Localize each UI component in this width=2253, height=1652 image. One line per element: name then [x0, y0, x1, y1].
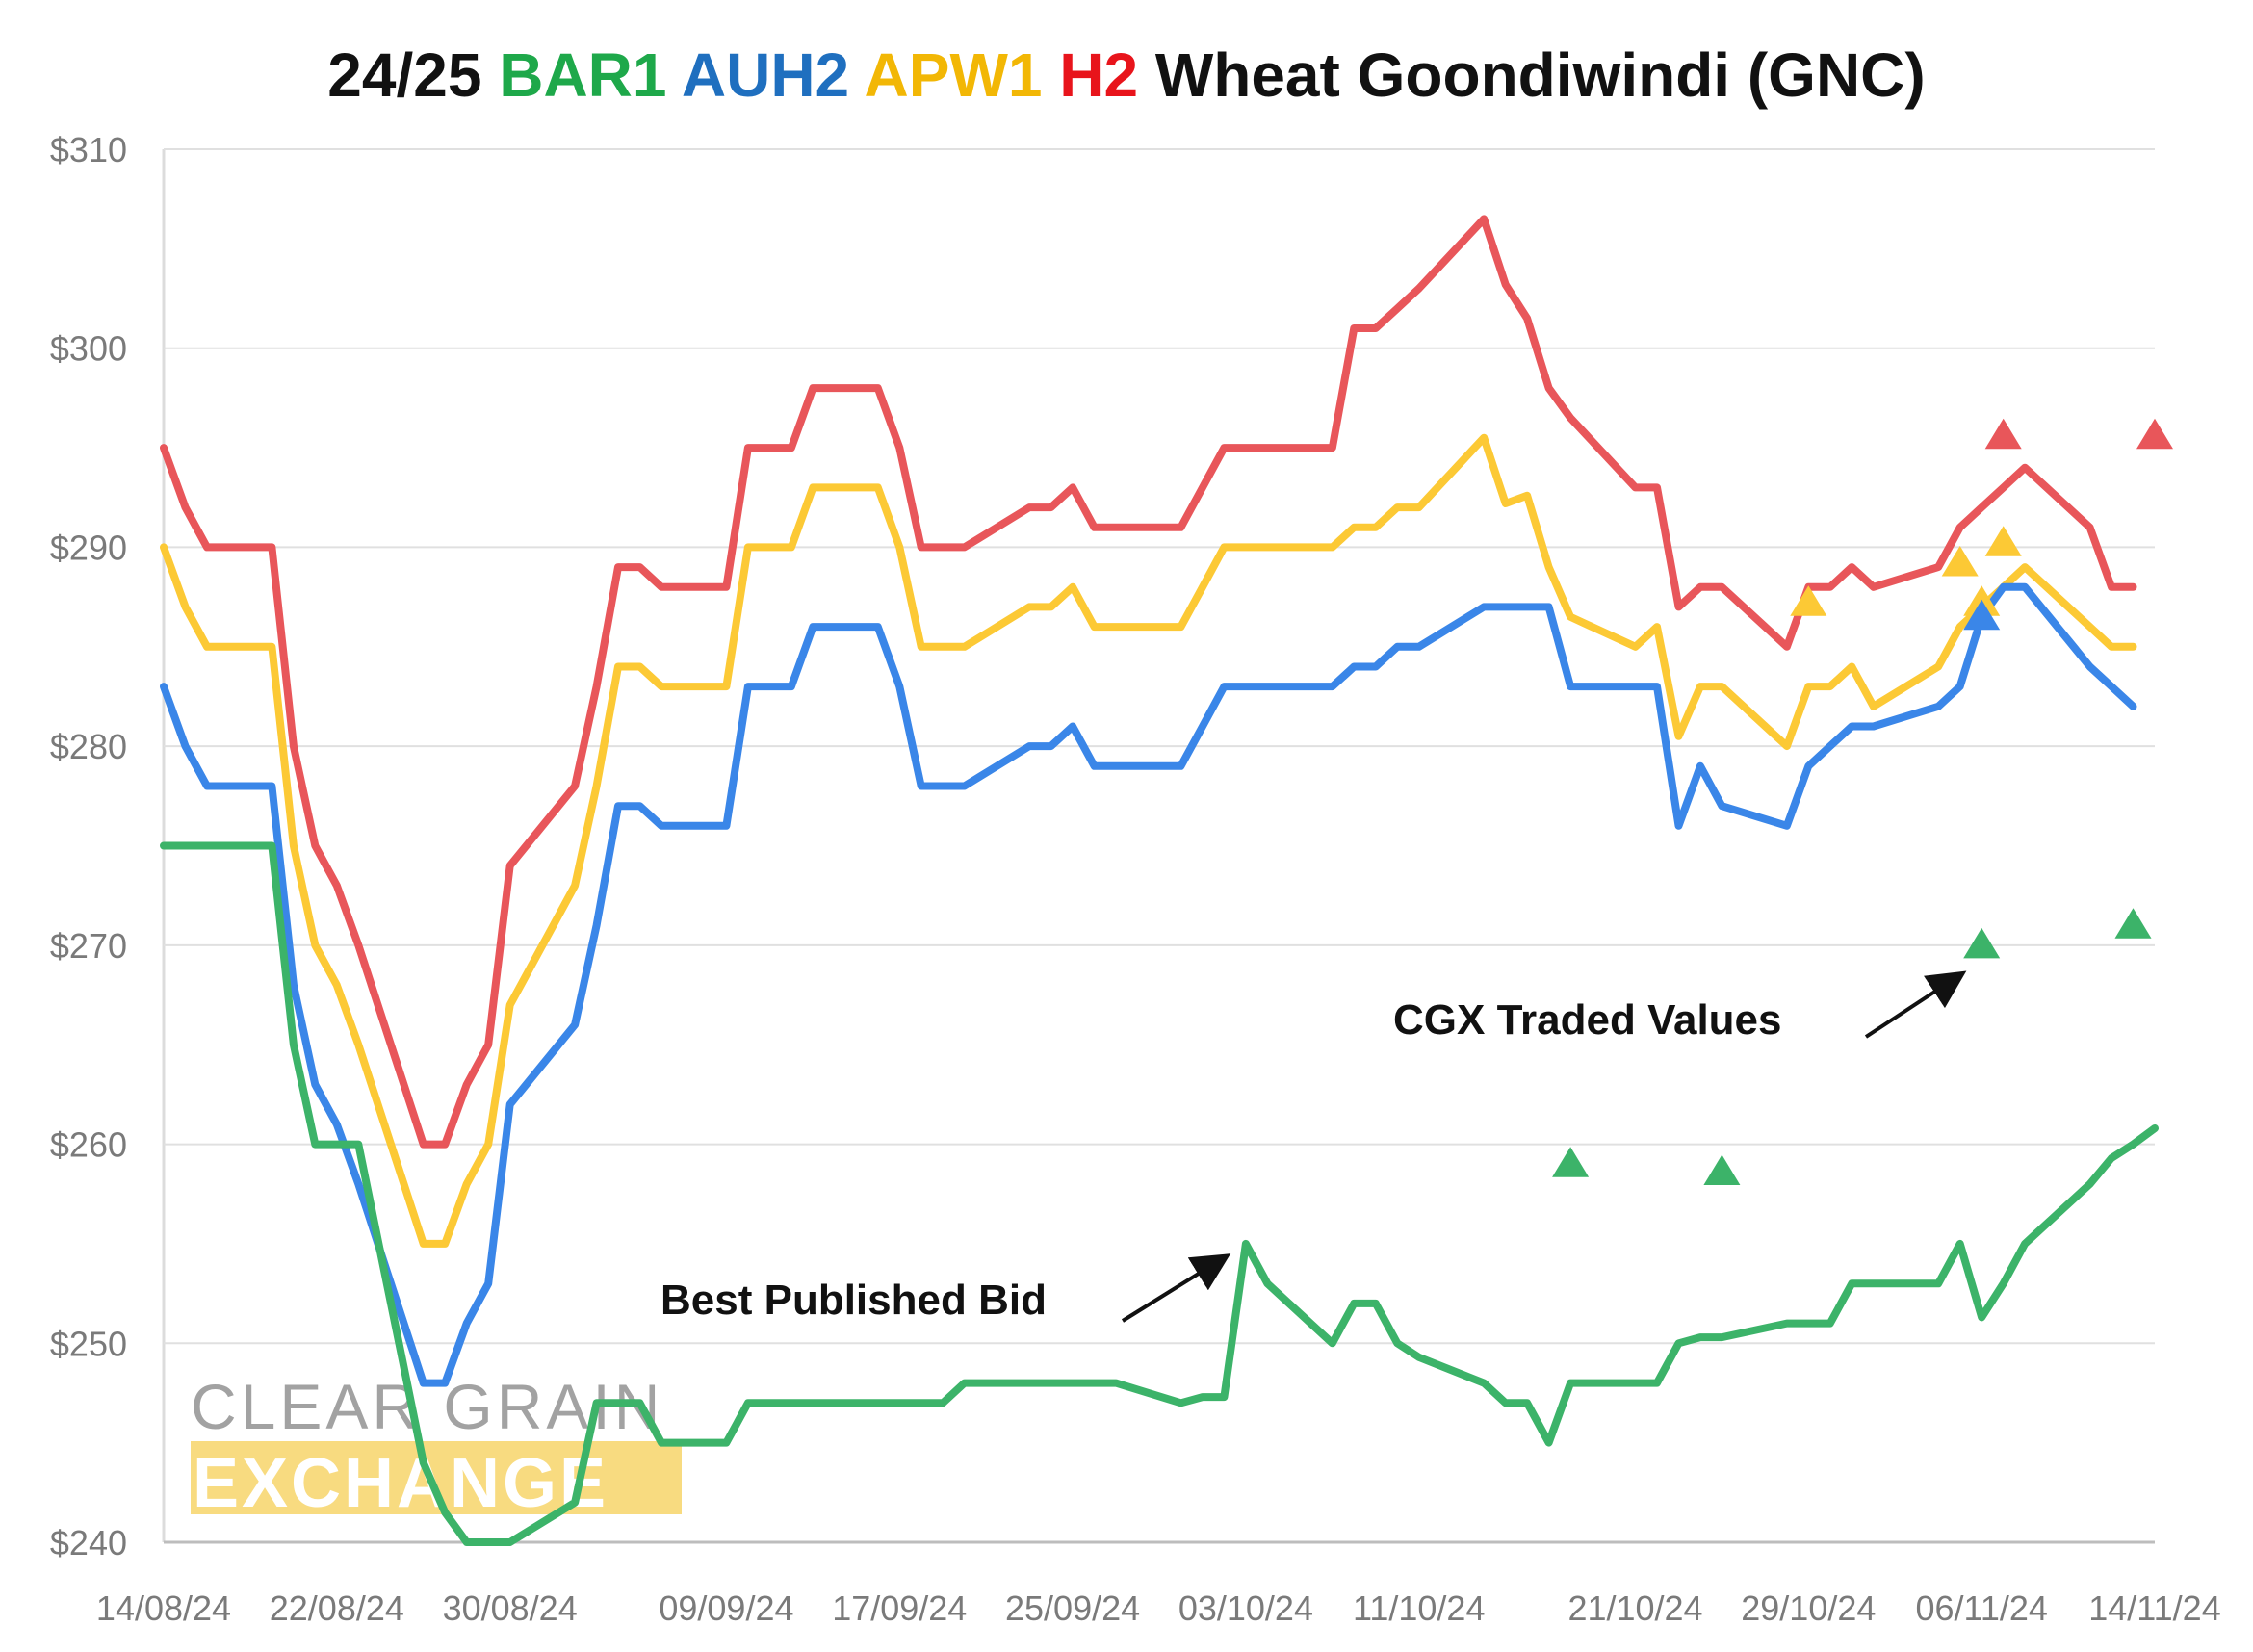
annotation-arrow: [1121, 1253, 1231, 1323]
traded-marker: [1963, 599, 2001, 631]
y-tick-label: $300: [50, 329, 127, 369]
traded-markers: [1552, 418, 2173, 1185]
y-axis: $240 $250 $260 $270 $280 $290 $300 $310: [50, 130, 127, 1562]
series-line-0: [160, 215, 2137, 1149]
x-tick-label: 21/10/24: [1567, 1588, 1702, 1628]
traded-marker: [1552, 1147, 1590, 1177]
title-part: APW1: [849, 40, 1042, 110]
watermark-logo: CLEAR GRAIN EXCHANGE: [191, 1371, 682, 1522]
y-tick-label: $290: [50, 528, 127, 567]
traded-marker: [1941, 546, 1979, 577]
x-tick-label: 11/10/24: [1353, 1588, 1485, 1628]
series-lines: [160, 215, 2159, 1546]
traded-marker: [2114, 908, 2152, 939]
y-tick-label: $240: [50, 1523, 127, 1562]
annotations: CGX Traded Values Best Published Bid: [660, 970, 1967, 1324]
series-line-3: [160, 841, 2159, 1546]
traded-marker: [1963, 927, 2001, 959]
annotation-best-published-bid: Best Published Bid: [660, 1277, 1047, 1324]
y-tick-label: $260: [50, 1125, 127, 1165]
annotation-cgx-traded-values: CGX Traded Values: [1393, 996, 1782, 1044]
y-tick-label: $270: [50, 926, 127, 966]
traded-marker: [2136, 418, 2173, 450]
title-part: AUH2: [666, 40, 849, 110]
x-tick-label: 03/10/24: [1178, 1588, 1313, 1628]
annotation-arrow: [1864, 970, 1967, 1039]
title-part: 24/25: [327, 40, 481, 110]
title-part: Wheat Goondiwindi (GNC): [1138, 40, 1926, 110]
traded-marker: [1703, 1154, 1741, 1185]
x-tick-label: 17/09/24: [832, 1588, 967, 1628]
x-tick-label: 25/09/24: [1005, 1588, 1140, 1628]
watermark-line-2: EXCHANGE: [193, 1445, 609, 1522]
x-tick-label: 29/10/24: [1741, 1588, 1876, 1628]
y-tick-label: $310: [50, 130, 127, 169]
y-tick-label: $280: [50, 727, 127, 766]
watermark-band: [191, 1441, 682, 1514]
x-tick-label: 30/08/24: [443, 1588, 578, 1628]
traded-marker: [1984, 526, 2022, 556]
x-axis: 14/08/24 22/08/24 30/08/24 09/09/24 17/09/24…: [96, 1588, 2221, 1628]
traded-marker: [1790, 585, 1827, 616]
title-part: H2: [1042, 40, 1138, 110]
x-tick-label: 14/08/24: [96, 1588, 231, 1628]
x-tick-label: 22/08/24: [270, 1588, 404, 1628]
x-tick-label: 09/09/24: [659, 1588, 793, 1628]
series-line-1: [160, 433, 2137, 1248]
traded-marker: [1984, 418, 2022, 450]
x-tick-label: 14/11/24: [2088, 1588, 2220, 1628]
title-part: BAR1: [481, 40, 666, 110]
chart-title: 24/25 BAR1 AUH2 APW1 H2 Wheat Goondiwind…: [327, 40, 1925, 110]
y-tick-label: $250: [50, 1324, 127, 1363]
x-tick-label: 06/11/24: [1915, 1588, 2047, 1628]
series-line-2: [160, 582, 2137, 1387]
